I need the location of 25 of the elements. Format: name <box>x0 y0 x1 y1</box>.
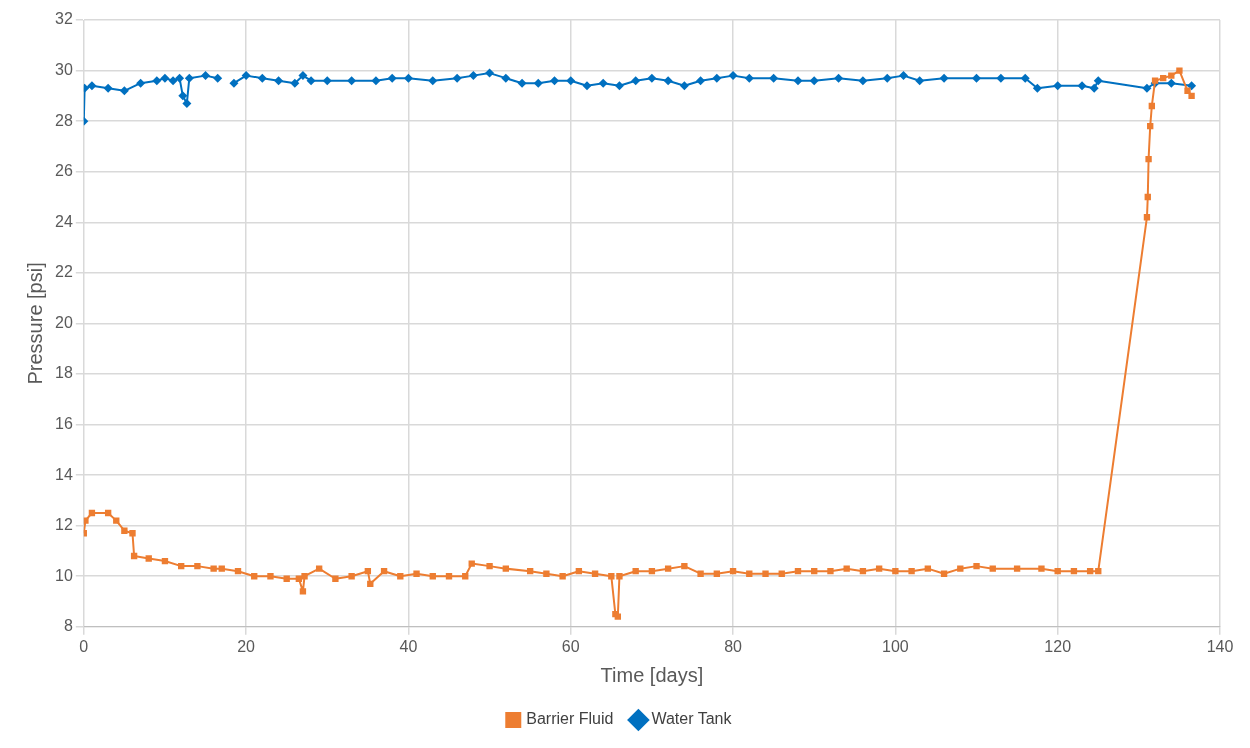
y-tick-label: 18 <box>55 364 73 382</box>
y-tick-label: 10 <box>55 566 73 584</box>
y-tick-label: 20 <box>55 313 73 331</box>
y-tick-label: 22 <box>55 263 73 281</box>
y-tick-label: 32 <box>55 10 73 28</box>
y-tick-label: 28 <box>55 111 73 129</box>
y-axis-title: Pressure [psi] <box>23 262 46 385</box>
y-tick-label: 12 <box>55 516 73 534</box>
y-tick-label: 16 <box>55 414 73 432</box>
y-tick-label: 24 <box>55 212 73 230</box>
x-tick-label: 120 <box>1044 637 1072 655</box>
x-tick-label: 60 <box>561 637 580 655</box>
x-tick-label: 140 <box>1206 637 1234 655</box>
legend-label: Barrier Fluid <box>526 710 614 728</box>
x-tick-label: 40 <box>399 637 418 655</box>
y-tick-label: 30 <box>55 60 73 78</box>
legend-label: Water Tank <box>651 710 733 728</box>
x-tick-label: 80 <box>724 637 743 655</box>
y-tick-label: 14 <box>55 465 73 483</box>
x-tick-label: 100 <box>882 637 909 655</box>
x-axis-title: Time [days] <box>600 663 704 686</box>
x-tick-label: 0 <box>79 637 89 655</box>
y-tick-label: 8 <box>63 617 73 635</box>
y-tick-label: 26 <box>55 162 73 180</box>
x-tick-label: 20 <box>237 637 256 655</box>
